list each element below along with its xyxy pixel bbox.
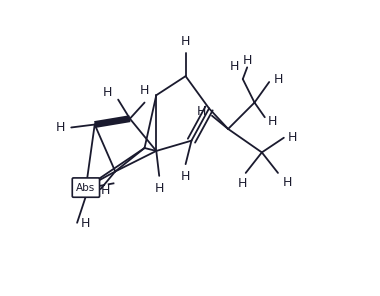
FancyBboxPatch shape [72,178,100,197]
Text: H: H [81,217,90,230]
Text: H: H [103,86,112,99]
Text: H: H [56,121,65,134]
Text: H: H [238,177,247,190]
Text: H: H [282,176,292,189]
Text: H: H [197,105,206,118]
Text: H: H [242,54,252,67]
Text: H: H [101,184,110,197]
Text: H: H [268,115,277,128]
Text: H: H [274,73,283,86]
Text: H: H [181,170,190,183]
Text: H: H [140,84,149,97]
Text: H: H [155,182,164,195]
Text: Abs: Abs [76,183,95,193]
Text: H: H [288,131,298,144]
Text: H: H [230,60,239,73]
Text: H: H [181,35,190,48]
